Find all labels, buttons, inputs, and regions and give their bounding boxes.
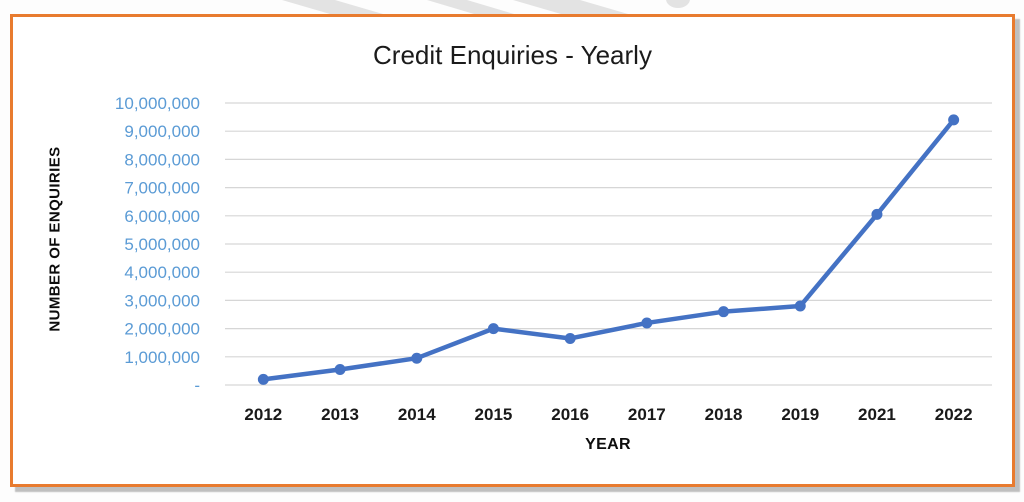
- y-tick-label: 1,000,000: [124, 348, 200, 367]
- data-point-marker: [487, 323, 499, 335]
- y-tick-label: -: [194, 376, 200, 395]
- data-point-marker: [257, 373, 269, 385]
- x-tick-label: 2013: [321, 405, 359, 424]
- x-tick-label: 2016: [551, 405, 589, 424]
- data-point-marker: [871, 208, 883, 220]
- watermark-stripe: [282, 0, 383, 14]
- x-tick-label: 2022: [935, 405, 973, 424]
- chart-title: Credit Enquiries - Yearly: [373, 40, 652, 70]
- x-tick-label: 2017: [628, 405, 666, 424]
- y-tick-label: 8,000,000: [124, 150, 200, 169]
- data-point-marker: [948, 114, 960, 126]
- watermark-shapes: [282, 0, 690, 14]
- x-tick-label: 2012: [244, 405, 282, 424]
- line-chart-plot: - 1,000,000 2,000,000 3,000,000 4,000,000 5,0…: [115, 94, 992, 424]
- chart-frame: Credit Enquiries - Yearly NUMBER OF ENQU…: [10, 14, 1015, 487]
- y-tick-label: 2,000,000: [124, 320, 200, 339]
- watermark-stripe: [427, 0, 514, 14]
- data-point-marker: [564, 332, 576, 344]
- y-tick-label: 3,000,000: [124, 291, 200, 310]
- watermark-letter-fragment: [666, 0, 690, 8]
- x-tick-label: 2015: [475, 405, 513, 424]
- y-tick-label: 4,000,000: [124, 263, 200, 282]
- x-axis-title: YEAR: [585, 436, 631, 453]
- data-point-marker: [794, 300, 806, 312]
- y-tick-label: 7,000,000: [124, 179, 200, 198]
- x-tick-label: 2014: [398, 405, 436, 424]
- data-point-marker: [718, 306, 730, 318]
- x-tick-label: 2021: [858, 405, 896, 424]
- y-tick-label: 6,000,000: [124, 207, 200, 226]
- y-tick-label: 10,000,000: [115, 94, 200, 113]
- data-series-line: [261, 117, 956, 382]
- data-point-marker: [411, 352, 423, 364]
- data-point-marker: [334, 363, 346, 375]
- y-tick-label: 9,000,000: [124, 122, 200, 141]
- x-tick-label: 2018: [705, 405, 743, 424]
- data-point-marker: [641, 317, 653, 329]
- y-tick-label: 5,000,000: [124, 235, 200, 254]
- x-tick-label: 2019: [781, 405, 819, 424]
- watermark-stripe: [513, 0, 628, 14]
